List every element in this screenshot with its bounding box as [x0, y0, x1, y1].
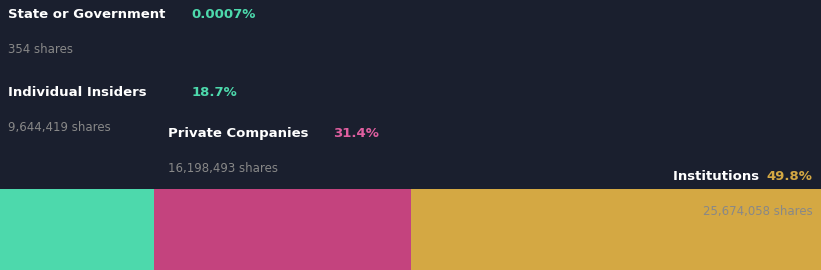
Text: 9,644,419 shares: 9,644,419 shares [8, 122, 111, 134]
Text: 49.8%: 49.8% [767, 170, 813, 183]
Text: 354 shares: 354 shares [8, 43, 73, 56]
Text: State or Government: State or Government [8, 8, 170, 21]
Bar [154, 189, 411, 270]
Text: Individual Insiders: Individual Insiders [8, 86, 151, 99]
Text: Institutions: Institutions [672, 170, 764, 183]
Text: 16,198,493 shares: 16,198,493 shares [168, 162, 278, 175]
Text: 0.0007%: 0.0007% [192, 8, 256, 21]
Bar [411, 189, 821, 270]
Text: Private Companies: Private Companies [168, 127, 314, 140]
Text: 18.7%: 18.7% [192, 86, 237, 99]
Text: 31.4%: 31.4% [333, 127, 378, 140]
Bar [0, 189, 154, 270]
Text: 25,674,058 shares: 25,674,058 shares [703, 205, 813, 218]
